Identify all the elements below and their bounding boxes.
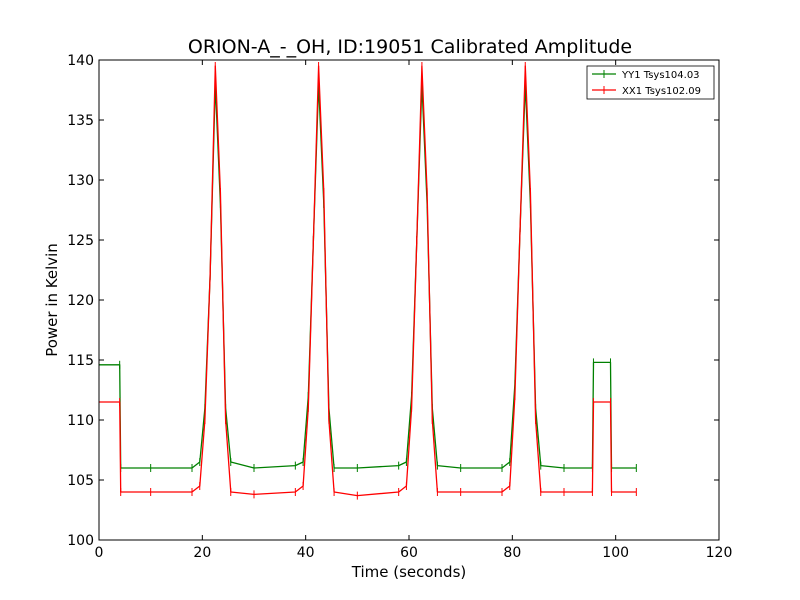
y-axis-label: Power in Kelvin (43, 243, 61, 357)
legend-label-xx1: XX1 Tsys102.09 (622, 86, 701, 97)
x-tick-label: 80 (503, 545, 521, 561)
x-tick-label: 40 (297, 545, 315, 561)
legend-label-yy1: YY1 Tsys104.03 (621, 70, 700, 81)
y-tick-label: 125 (67, 233, 94, 249)
y-tick-label: 100 (67, 533, 94, 549)
y-tick-label: 130 (67, 173, 94, 189)
legend-box (586, 65, 715, 100)
plot-area: 0 20 40 60 80 100 120 100 105 110 115 120 125 130 135 1… (67, 53, 732, 561)
y-tick-label: 115 (67, 353, 94, 369)
x-tick-label: 120 (706, 545, 733, 561)
y-tick-label: 120 (67, 293, 94, 309)
legend-entry-xx1: XX1 Tsys102.09 (592, 86, 701, 97)
x-tick-label: 20 (193, 545, 211, 561)
y-tick-label: 105 (67, 473, 94, 489)
x-axis-label: Time (seconds) (351, 563, 467, 581)
y-tick-label: 135 (67, 113, 94, 129)
x-tick-label: 100 (602, 545, 629, 561)
y-tick-label: 140 (67, 53, 94, 69)
y-tick-label: 110 (67, 413, 94, 429)
x-tick-label: 60 (400, 545, 418, 561)
ticks-layer: 0 20 40 60 80 100 120 100 105 110 115 120 125 130 135 1… (67, 53, 732, 561)
legend: YY1 Tsys104.03 XX1 Tsys102.09 (586, 65, 715, 100)
x-tick-label: 0 (95, 545, 104, 561)
series-layer (98, 62, 637, 500)
legend-entry-yy1: YY1 Tsys104.03 (592, 70, 700, 81)
chart-title: ORION-A_-_OH, ID:19051 Calibrated Amplit… (188, 36, 632, 58)
